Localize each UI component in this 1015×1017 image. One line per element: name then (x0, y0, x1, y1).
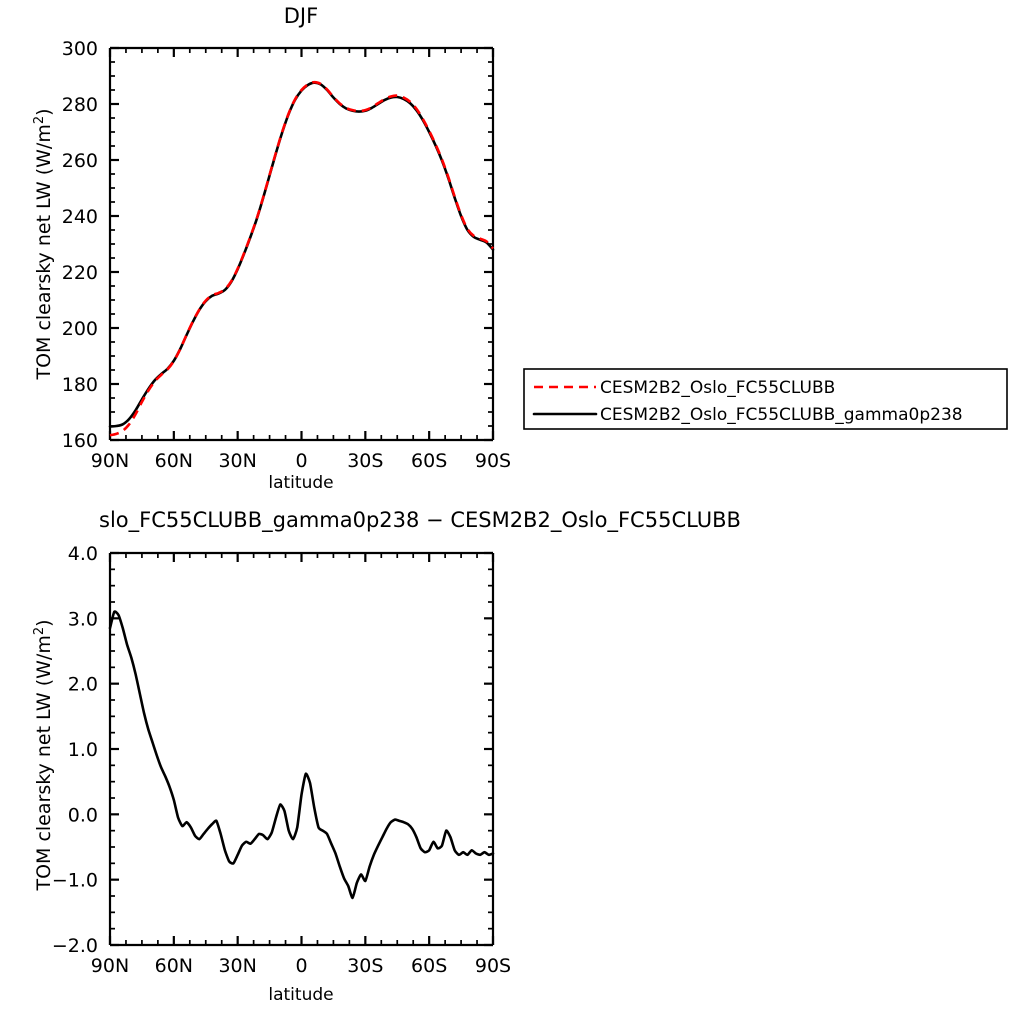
svg-text:TOM clearsky net LW (W/m2): TOM clearsky net LW (W/m2) (32, 619, 55, 891)
bottom-panel-title: slo_FC55CLUBB_gamma0p238 − CESM2B2_Oslo_… (99, 508, 741, 533)
bottom-panel-y-axis-label: TOM clearsky net LW (W/m2) (32, 619, 55, 891)
y-tick-label: 3.0 (68, 608, 98, 630)
x-tick-label: 30N (218, 450, 256, 472)
x-tick-label: 90S (475, 450, 511, 472)
top-panel-series-group (108, 80, 495, 437)
bottom-panel-y-axis-label-exponent: 2 (32, 627, 47, 635)
x-tick-label: 90S (475, 955, 511, 977)
y-tick-label: 300 (62, 38, 98, 60)
top-panel-y-axis-label-tail: ) (33, 108, 55, 115)
top-panel-title: DJF (284, 4, 318, 28)
x-tick-label: 60S (411, 450, 447, 472)
legend-label-0: CESM2B2_Oslo_FC55CLUBB (600, 378, 835, 398)
top-panel-x-axis-label: latitude (268, 473, 333, 493)
top-panel-x-tick-labels: 90N 60N 30N 0 30S 60S 90S (91, 450, 511, 472)
top-panel-y-axis-label: TOM clearsky net LW (W/m2) (32, 108, 55, 380)
difference-line (108, 610, 495, 900)
svg-text:TOM clearsky net LW (W/m2): TOM clearsky net LW (W/m2) (32, 108, 55, 380)
bottom-panel-x-axis-label: latitude (268, 985, 333, 1005)
bottom-panel-y-axis-label-tail: ) (33, 619, 55, 626)
bottom-panel: slo_FC55CLUBB_gamma0p238 − CESM2B2_Oslo_… (32, 508, 741, 1005)
bottom-panel-series-group (108, 610, 495, 900)
y-tick-label: 180 (62, 374, 98, 396)
x-tick-label: 90N (91, 955, 129, 977)
x-tick-label: 30S (347, 450, 383, 472)
y-tick-label: 1.0 (68, 739, 98, 761)
bottom-panel-y-axis-label-main: TOM clearsky net LW (W/m (33, 635, 55, 891)
top-panel-y-tick-labels: 160 180 200 220 240 260 280 300 (62, 38, 98, 452)
legend-box (523, 368, 1008, 430)
x-tick-label: 30N (218, 955, 256, 977)
series-line-0 (108, 81, 495, 428)
y-tick-label: 200 (62, 318, 98, 340)
x-tick-label: 60N (155, 450, 193, 472)
top-panel-y-axis-label-exponent: 2 (32, 116, 47, 124)
y-tick-label: 4.0 (68, 543, 98, 565)
bottom-panel-y-tick-labels: −2.0 −1.0 0.0 1.0 2.0 3.0 4.0 (52, 543, 98, 957)
y-tick-label: −1.0 (52, 870, 98, 892)
y-tick-label: 240 (62, 206, 98, 228)
y-tick-label: 220 (62, 262, 98, 284)
x-tick-label: 0 (295, 450, 307, 472)
y-tick-label: −2.0 (52, 935, 98, 957)
y-tick-label: 2.0 (68, 674, 98, 696)
top-panel-y-axis-label-main: TOM clearsky net LW (W/m (33, 124, 55, 380)
top-panel-axes (108, 46, 495, 442)
legend: CESM2B2_Oslo_FC55CLUBB CESM2B2_Oslo_FC55… (523, 368, 1008, 430)
y-tick-label: 260 (62, 150, 98, 172)
bottom-panel-x-tick-labels: 90N 60N 30N 0 30S 60S 90S (91, 955, 511, 977)
x-tick-label: 60S (411, 955, 447, 977)
bottom-panel-axes (108, 551, 495, 947)
top-panel: DJF 160 180 200 220 240 260 280 300 90N 60N 30N 0 3… (32, 4, 511, 493)
series-line-1 (109, 80, 494, 437)
legend-label-1: CESM2B2_Oslo_FC55CLUBB_gamma0p238 (600, 405, 963, 425)
x-tick-label: 30S (347, 955, 383, 977)
y-tick-label: 0.0 (68, 804, 98, 826)
y-tick-label: 280 (62, 94, 98, 116)
x-tick-label: 60N (155, 955, 193, 977)
y-tick-label: 160 (62, 430, 98, 452)
x-tick-label: 90N (91, 450, 129, 472)
x-tick-label: 0 (295, 955, 307, 977)
